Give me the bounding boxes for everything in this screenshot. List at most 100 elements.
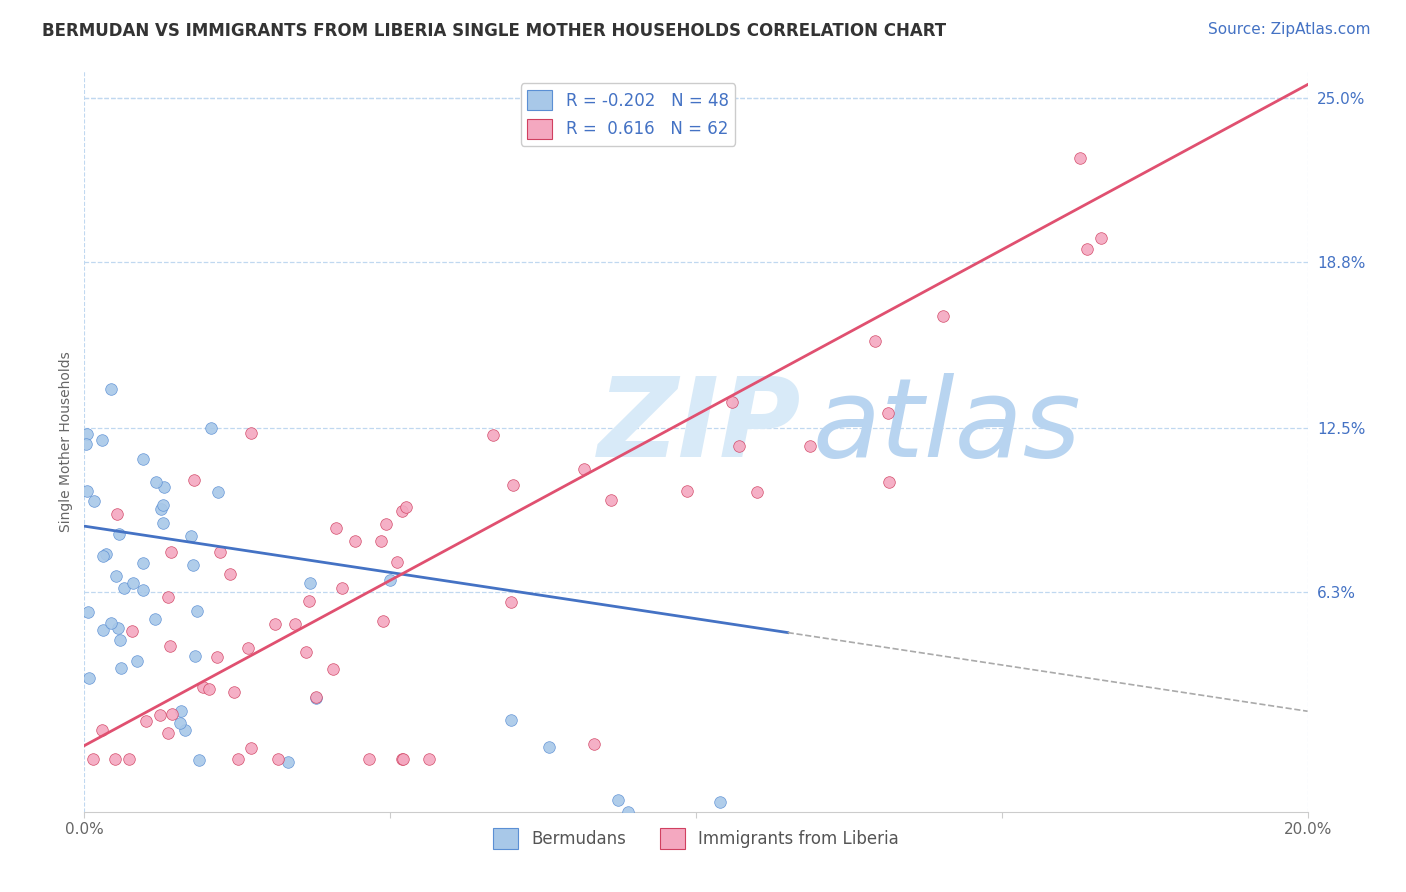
Point	[391, 752, 413, 766]
Point	[174, 723, 197, 738]
Point	[499, 713, 522, 727]
Point	[186, 603, 208, 617]
Point	[94, 547, 117, 561]
Point	[104, 752, 127, 766]
Point	[499, 595, 522, 609]
Point	[160, 706, 183, 721]
Point	[502, 477, 524, 491]
Y-axis label: Single Mother Households: Single Mother Households	[59, 351, 73, 532]
Point	[709, 796, 731, 810]
Point	[200, 420, 222, 434]
Point	[100, 383, 122, 397]
Point	[110, 661, 132, 675]
Point	[616, 805, 638, 819]
Point	[1076, 242, 1098, 256]
Point	[198, 681, 221, 696]
Point	[77, 672, 100, 686]
Point	[298, 594, 321, 608]
Point	[1069, 151, 1091, 165]
Point	[1090, 230, 1112, 244]
Point	[83, 494, 105, 508]
Point	[226, 752, 249, 766]
Point	[105, 569, 128, 583]
Point	[131, 583, 153, 598]
Point	[305, 690, 328, 705]
Point	[209, 545, 232, 559]
Point	[378, 573, 401, 587]
Point	[607, 793, 630, 807]
Point	[207, 484, 229, 499]
Point	[157, 726, 180, 740]
Point	[149, 707, 172, 722]
Point	[239, 425, 262, 440]
Point	[284, 617, 307, 632]
Point	[91, 434, 114, 448]
Text: atlas: atlas	[813, 373, 1081, 480]
Point	[676, 483, 699, 498]
Point	[188, 753, 211, 767]
Point	[395, 500, 418, 515]
Point	[305, 691, 328, 706]
Point	[222, 684, 245, 698]
Point	[482, 427, 505, 442]
Point	[135, 714, 157, 729]
Point	[82, 752, 104, 766]
Point	[108, 527, 131, 541]
Point	[277, 756, 299, 770]
Point	[370, 533, 392, 548]
Point	[392, 752, 415, 766]
Point	[112, 581, 135, 595]
Point	[159, 639, 181, 653]
Point	[145, 611, 167, 625]
Point	[325, 521, 347, 535]
Point	[879, 475, 901, 489]
Point	[132, 452, 155, 467]
Point	[118, 752, 141, 766]
Point	[298, 576, 321, 591]
Point	[145, 475, 167, 489]
Point	[191, 680, 214, 694]
Point	[877, 406, 900, 420]
Point	[91, 723, 114, 738]
Point	[91, 549, 114, 563]
Point	[122, 576, 145, 591]
Point	[343, 534, 366, 549]
Point	[131, 556, 153, 570]
Text: Source: ZipAtlas.com: Source: ZipAtlas.com	[1208, 22, 1371, 37]
Point	[121, 624, 143, 639]
Point	[100, 615, 122, 630]
Text: ZIP: ZIP	[598, 373, 801, 480]
Point	[149, 502, 172, 516]
Point	[76, 427, 98, 442]
Point	[180, 528, 202, 542]
Point	[745, 484, 768, 499]
Point	[799, 439, 821, 453]
Point	[330, 581, 353, 595]
Point	[721, 395, 744, 409]
Point	[385, 555, 408, 569]
Point	[181, 558, 204, 572]
Point	[159, 545, 181, 559]
Point	[865, 334, 887, 348]
Point	[572, 461, 595, 475]
Point	[153, 480, 176, 494]
Legend: Bermudans, Immigrants from Liberia: Bermudans, Immigrants from Liberia	[486, 822, 905, 855]
Point	[728, 438, 751, 452]
Point	[107, 621, 129, 635]
Point	[110, 632, 132, 647]
Point	[76, 484, 98, 499]
Point	[295, 644, 318, 658]
Point	[75, 437, 97, 451]
Point	[184, 649, 207, 664]
Point	[77, 605, 100, 619]
Point	[125, 654, 148, 668]
Point	[267, 752, 290, 766]
Point	[931, 310, 953, 324]
Point	[582, 737, 605, 751]
Point	[105, 508, 128, 522]
Point	[391, 504, 413, 518]
Point	[264, 617, 287, 632]
Point	[240, 740, 263, 755]
Point	[357, 752, 380, 766]
Point	[152, 516, 174, 530]
